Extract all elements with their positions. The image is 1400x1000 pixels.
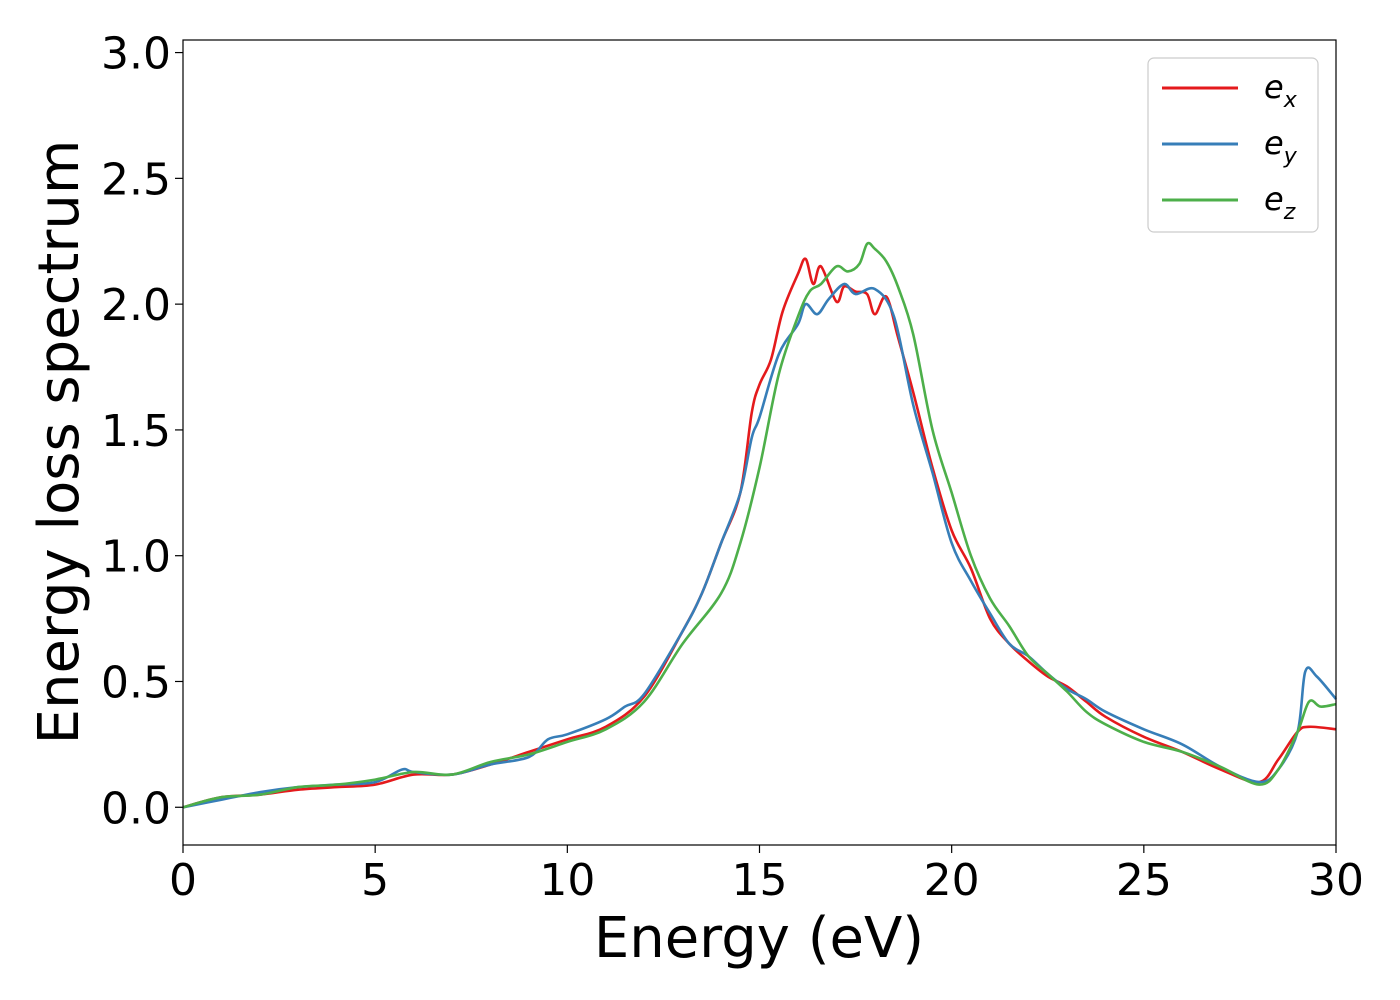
series-layer (182, 241, 1337, 809)
y-tick-label: 1.0 (101, 532, 171, 583)
x-tick-label: 25 (1116, 855, 1172, 906)
legend-subscript: y (1283, 144, 1298, 169)
y-tick-label: 1.5 (101, 406, 171, 457)
y-axis-label: Energy loss spectrum (27, 140, 92, 745)
y-axis: 0.0 0.5 1.0 1.5 2.0 2.5 3.0 (101, 29, 183, 834)
legend-subscript: x (1283, 88, 1298, 113)
y-tick-label: 0.5 (101, 657, 171, 708)
x-axis-label: Energy (eV) (594, 906, 924, 971)
y-tick-label: 3.0 (101, 29, 171, 80)
series-line-ez (182, 241, 1337, 809)
x-tick-label: 20 (924, 855, 980, 906)
x-tick-label: 30 (1308, 855, 1364, 906)
x-tick-label: 5 (361, 855, 389, 906)
x-tick-label: 10 (539, 855, 595, 906)
y-tick-label: 0.0 (101, 783, 171, 834)
x-tick-label: 0 (169, 855, 197, 906)
x-tick-label: 15 (732, 855, 788, 906)
y-tick-label: 2.0 (101, 280, 171, 331)
x-axis: 0 5 10 15 20 25 30 (169, 845, 1364, 906)
y-tick-label: 2.5 (101, 154, 171, 205)
legend-subscript: z (1283, 200, 1296, 225)
